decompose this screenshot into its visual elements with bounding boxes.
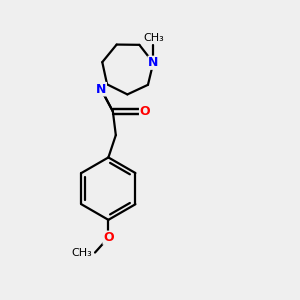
Text: N: N <box>96 82 106 96</box>
Text: N: N <box>96 82 106 96</box>
Text: N: N <box>96 82 106 96</box>
Text: O: O <box>140 105 150 118</box>
Text: CH₃: CH₃ <box>71 248 92 257</box>
Text: CH₃: CH₃ <box>143 33 164 43</box>
Text: O: O <box>103 231 114 244</box>
Text: O: O <box>140 105 150 118</box>
Text: N: N <box>148 56 158 69</box>
